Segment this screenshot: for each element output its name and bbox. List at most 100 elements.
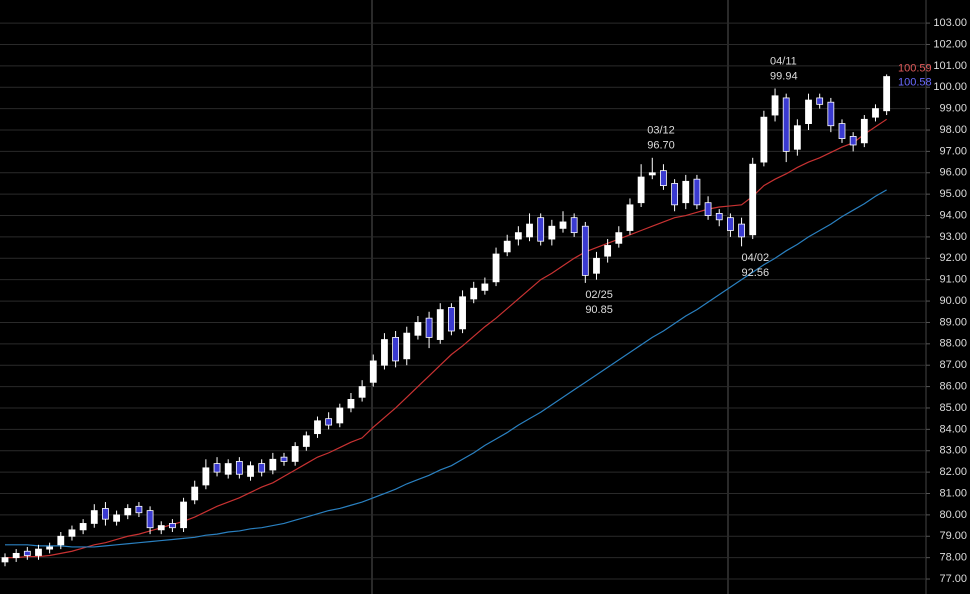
candle-body: [470, 287, 478, 300]
y-tick-label: 84.00: [939, 423, 967, 435]
annotation-value: 90.85: [585, 304, 613, 316]
candle-body: [570, 217, 578, 234]
candle-body: [637, 176, 645, 204]
y-tick-label: 86.00: [939, 380, 967, 392]
y-tick-label: 85.00: [939, 402, 967, 414]
annotation-value: 99.94: [770, 70, 798, 82]
candle-body: [180, 501, 187, 529]
candle-body: [35, 548, 42, 556]
candle-body: [459, 296, 466, 330]
candle-body: [258, 463, 266, 473]
annotation-value: 92.56: [742, 267, 770, 279]
y-tick-label: 103.00: [933, 17, 967, 29]
candle-body: [849, 136, 857, 146]
candle-body: [358, 386, 366, 398]
candle-body: [57, 535, 65, 546]
candle-body: [336, 407, 344, 424]
y-tick-label: 97.00: [939, 145, 967, 157]
candle-body: [749, 163, 757, 236]
candle-body: [727, 217, 734, 231]
candle-body: [403, 332, 411, 360]
y-tick-label: 93.00: [939, 231, 967, 243]
candle-body: [369, 360, 377, 383]
candle-body: [168, 523, 176, 529]
y-tick-label: 96.00: [939, 167, 967, 179]
candle-body: [90, 510, 98, 524]
annotation-value: 96.70: [647, 140, 675, 152]
y-tick-label: 95.00: [939, 188, 967, 200]
candle-body: [447, 307, 455, 332]
candle-body: [872, 108, 879, 118]
candle-body: [492, 253, 500, 283]
price-label: 100.59: [898, 63, 932, 75]
y-tick-label: 98.00: [939, 124, 967, 136]
candle-body: [503, 240, 511, 253]
y-tick-label: 82.00: [939, 466, 967, 478]
y-tick-label: 89.00: [939, 316, 967, 328]
moving-average-line: [5, 118, 887, 559]
y-tick-label: 83.00: [939, 445, 967, 457]
y-tick-label: 88.00: [939, 338, 967, 350]
candle-body: [693, 178, 701, 206]
candle-body: [414, 322, 422, 336]
candle-body: [827, 101, 835, 127]
annotation-date: 04/02: [742, 252, 770, 264]
candle-body: [124, 508, 132, 516]
y-tick-label: 91.00: [939, 274, 967, 286]
candle-body: [1, 557, 9, 563]
annotation-date: 02/25: [585, 289, 613, 301]
candle-body: [302, 435, 310, 447]
y-tick-label: 90.00: [939, 295, 967, 307]
y-tick-label: 78.00: [939, 552, 967, 564]
candle-body: [581, 225, 589, 276]
candle-body: [113, 514, 120, 522]
candle-body: [392, 337, 400, 362]
y-tick-label: 102.00: [933, 38, 967, 50]
candle-body: [436, 309, 444, 340]
candle-body: [23, 550, 31, 556]
y-tick-label: 81.00: [939, 487, 967, 499]
candle-body: [860, 118, 868, 144]
y-tick-label: 94.00: [939, 209, 967, 221]
candle-body: [771, 95, 779, 116]
candle-body: [425, 317, 433, 338]
candle-body: [626, 204, 634, 231]
y-tick-label: 77.00: [939, 573, 967, 585]
candle-body: [615, 232, 623, 244]
candle-body: [671, 183, 678, 206]
candle-body: [347, 399, 355, 409]
y-tick-label: 92.00: [939, 252, 967, 264]
candle-body: [593, 257, 600, 274]
candle-body: [235, 461, 243, 475]
candle-body: [213, 463, 221, 473]
y-tick-label: 99.00: [939, 103, 967, 115]
candle-body: [648, 172, 656, 176]
y-tick-label: 100.00: [933, 81, 967, 93]
candle-body: [280, 456, 288, 462]
candle-body: [381, 339, 388, 366]
candle-body: [12, 552, 20, 559]
candle-body: [537, 217, 545, 242]
candle-body: [247, 465, 254, 477]
annotation-date: 03/12: [647, 125, 675, 137]
candle-body: [135, 505, 143, 514]
candle-body: [514, 232, 522, 240]
y-tick-label: 80.00: [939, 509, 967, 521]
candle-body: [704, 202, 712, 216]
y-tick-label: 79.00: [939, 530, 967, 542]
candle-body: [526, 223, 533, 238]
y-tick-label: 87.00: [939, 359, 967, 371]
price-label: 100.58: [898, 77, 932, 89]
candle-body: [816, 97, 824, 105]
candle-body: [738, 223, 745, 238]
candle-body: [805, 99, 812, 124]
candle-body: [682, 180, 690, 204]
candle-body: [548, 225, 556, 240]
candle-body: [224, 463, 232, 475]
candle-body: [760, 116, 768, 163]
candle-body: [202, 467, 210, 486]
candle-body: [269, 458, 277, 471]
candle-body: [782, 97, 790, 152]
candle-body: [325, 418, 333, 426]
